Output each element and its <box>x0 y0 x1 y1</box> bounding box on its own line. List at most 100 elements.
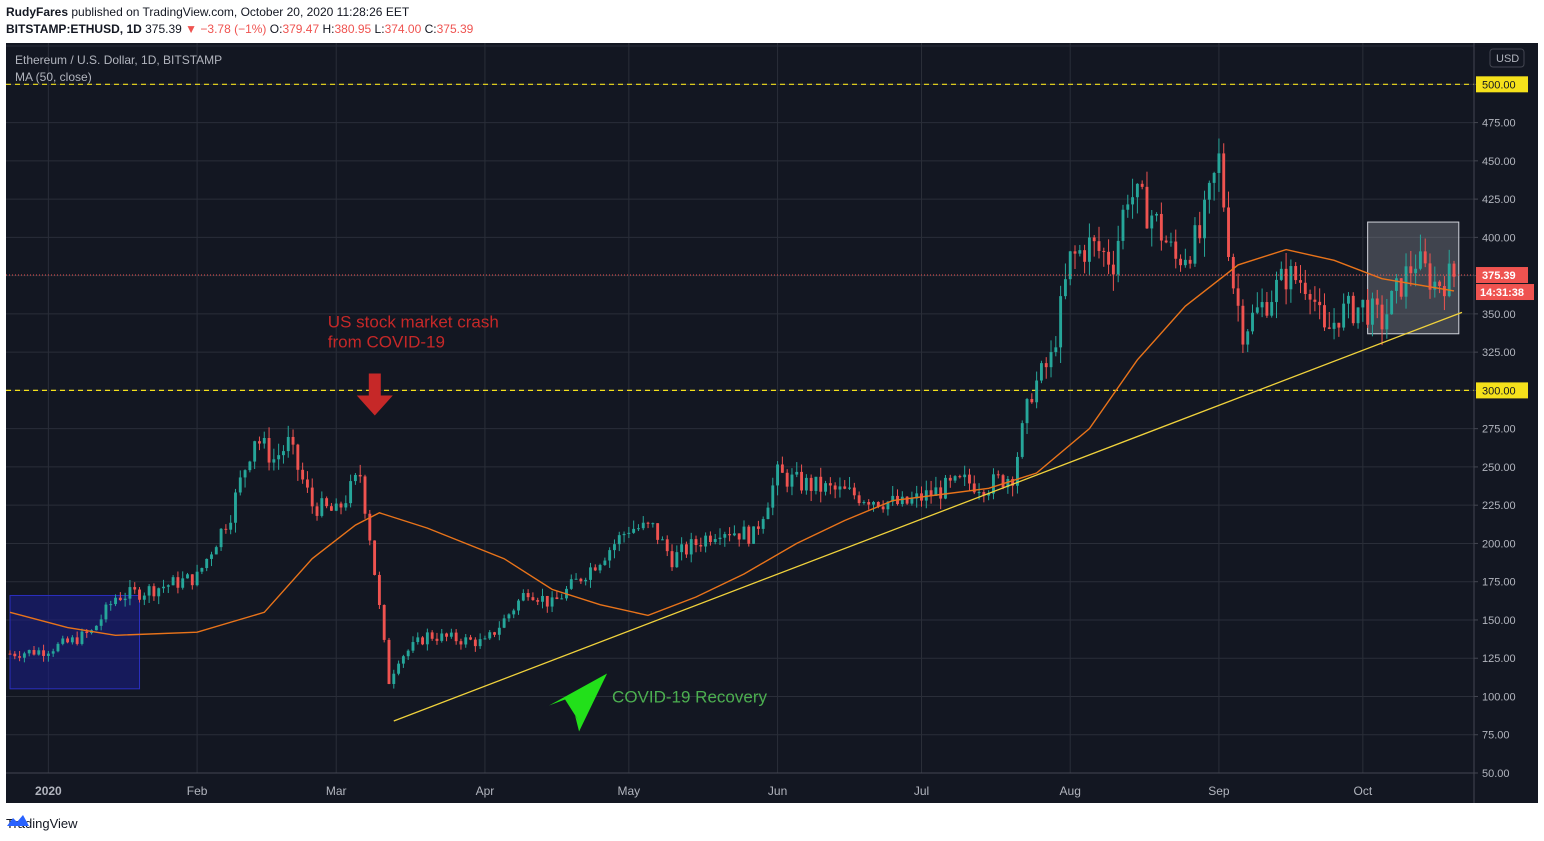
candle-body <box>785 472 789 487</box>
candle-body <box>891 495 895 502</box>
candle-body <box>286 436 290 452</box>
candle-body <box>1284 268 1288 290</box>
high-value: 380.95 <box>334 22 372 36</box>
low-label: L: <box>374 22 385 36</box>
candle-body <box>1375 298 1379 305</box>
candle-body <box>1193 225 1197 264</box>
candle-body <box>1039 363 1043 381</box>
candle-body <box>171 577 175 586</box>
price-tick-label: 475.00 <box>1482 118 1516 130</box>
candle-body <box>541 595 544 602</box>
candle-body <box>689 539 693 555</box>
candle-body <box>766 507 770 520</box>
candle-body <box>881 506 885 510</box>
candle-body <box>819 476 823 492</box>
open-value: 379.47 <box>282 22 320 36</box>
recovery-annotation: COVID-19 Recovery <box>612 687 767 706</box>
crash-annotation-line: from COVID-19 <box>328 333 445 352</box>
candle-body <box>939 487 943 499</box>
candle-body <box>1020 423 1024 457</box>
candle-body <box>824 483 827 492</box>
candle-body <box>373 540 377 575</box>
price-tick-label: 75.00 <box>1482 730 1510 742</box>
candle-body <box>929 490 933 496</box>
footer-brand[interactable]: TradingView <box>6 814 78 832</box>
candle-body <box>704 535 708 547</box>
tradingview-logo-icon <box>7 815 29 826</box>
candle-body <box>1217 153 1221 173</box>
candle-body <box>857 495 861 504</box>
candle-body <box>833 485 837 490</box>
candle-body <box>22 653 26 658</box>
candle-body <box>968 474 971 484</box>
published-text: published on TradingView.com, October 20… <box>71 5 410 19</box>
candle-body <box>555 597 559 600</box>
price-change: ▼ −3.78 (−1%) <box>185 22 267 36</box>
candle-body <box>469 637 472 640</box>
candle-body <box>1001 475 1005 488</box>
candle-body <box>142 595 146 600</box>
candle-body <box>138 589 141 600</box>
candle-body <box>699 545 703 547</box>
candle-body <box>862 502 866 504</box>
candle-body <box>18 656 22 658</box>
price-chart[interactable]: US stock market crash from COVID-19 COVID-… <box>6 43 1538 803</box>
author-name[interactable]: RudyFares <box>6 5 69 19</box>
candle-body <box>1135 183 1139 198</box>
candle-body <box>272 459 276 463</box>
candle-body <box>1174 241 1178 259</box>
candle-body <box>1145 186 1149 229</box>
candle-body <box>406 650 410 657</box>
price-tick-label: 100.00 <box>1482 691 1516 703</box>
candles-group <box>8 138 1456 689</box>
candle-body <box>186 574 189 579</box>
crash-arrow-icon <box>356 373 393 416</box>
candle-body <box>1131 197 1135 205</box>
candle-body <box>152 586 156 597</box>
chart-panel[interactable]: US stock market crash from COVID-19 COVID-… <box>6 43 1538 803</box>
candle-body <box>1337 322 1341 328</box>
candle-body <box>440 633 444 641</box>
candle-body <box>675 552 679 568</box>
candle-body <box>992 474 995 494</box>
candle-body <box>205 558 209 569</box>
candle-body <box>617 535 621 545</box>
candle-body <box>1275 279 1278 303</box>
candle-body <box>569 579 573 589</box>
candle-body <box>531 597 535 601</box>
candle-body <box>1097 241 1101 251</box>
candle-body <box>1111 264 1115 275</box>
open-label: O: <box>269 22 283 36</box>
candle-body <box>1447 263 1451 297</box>
candle-body <box>425 632 429 645</box>
candle-body <box>1159 213 1163 241</box>
candle-body <box>900 496 904 505</box>
candle-body <box>1251 312 1254 332</box>
candle-body <box>1169 241 1173 243</box>
candle-body <box>411 642 415 651</box>
candle-body <box>1371 298 1374 325</box>
candle-body <box>1116 240 1120 275</box>
candle-body <box>814 476 818 491</box>
candle-body <box>70 637 74 643</box>
candle-body <box>214 547 218 555</box>
candle-body <box>459 641 463 645</box>
candle-body <box>608 550 612 561</box>
candle-body <box>1025 399 1029 424</box>
publish-info: RudyFares published on TradingView.com, … <box>6 5 409 19</box>
candle-body <box>761 519 765 529</box>
candle-body <box>1399 278 1403 297</box>
candle-body <box>972 483 976 493</box>
candle-body <box>1289 266 1293 290</box>
candle-body <box>1078 250 1082 254</box>
candle-body <box>32 650 36 655</box>
candle-body <box>238 477 242 493</box>
candle-body <box>1107 251 1111 265</box>
candle-body <box>982 492 986 496</box>
price-tick-label: 225.00 <box>1482 500 1516 512</box>
candle-body <box>934 487 938 496</box>
candle-body <box>732 533 736 536</box>
low-value: 374.00 <box>384 22 422 36</box>
candle-body <box>234 492 237 523</box>
candle-body <box>190 574 194 586</box>
